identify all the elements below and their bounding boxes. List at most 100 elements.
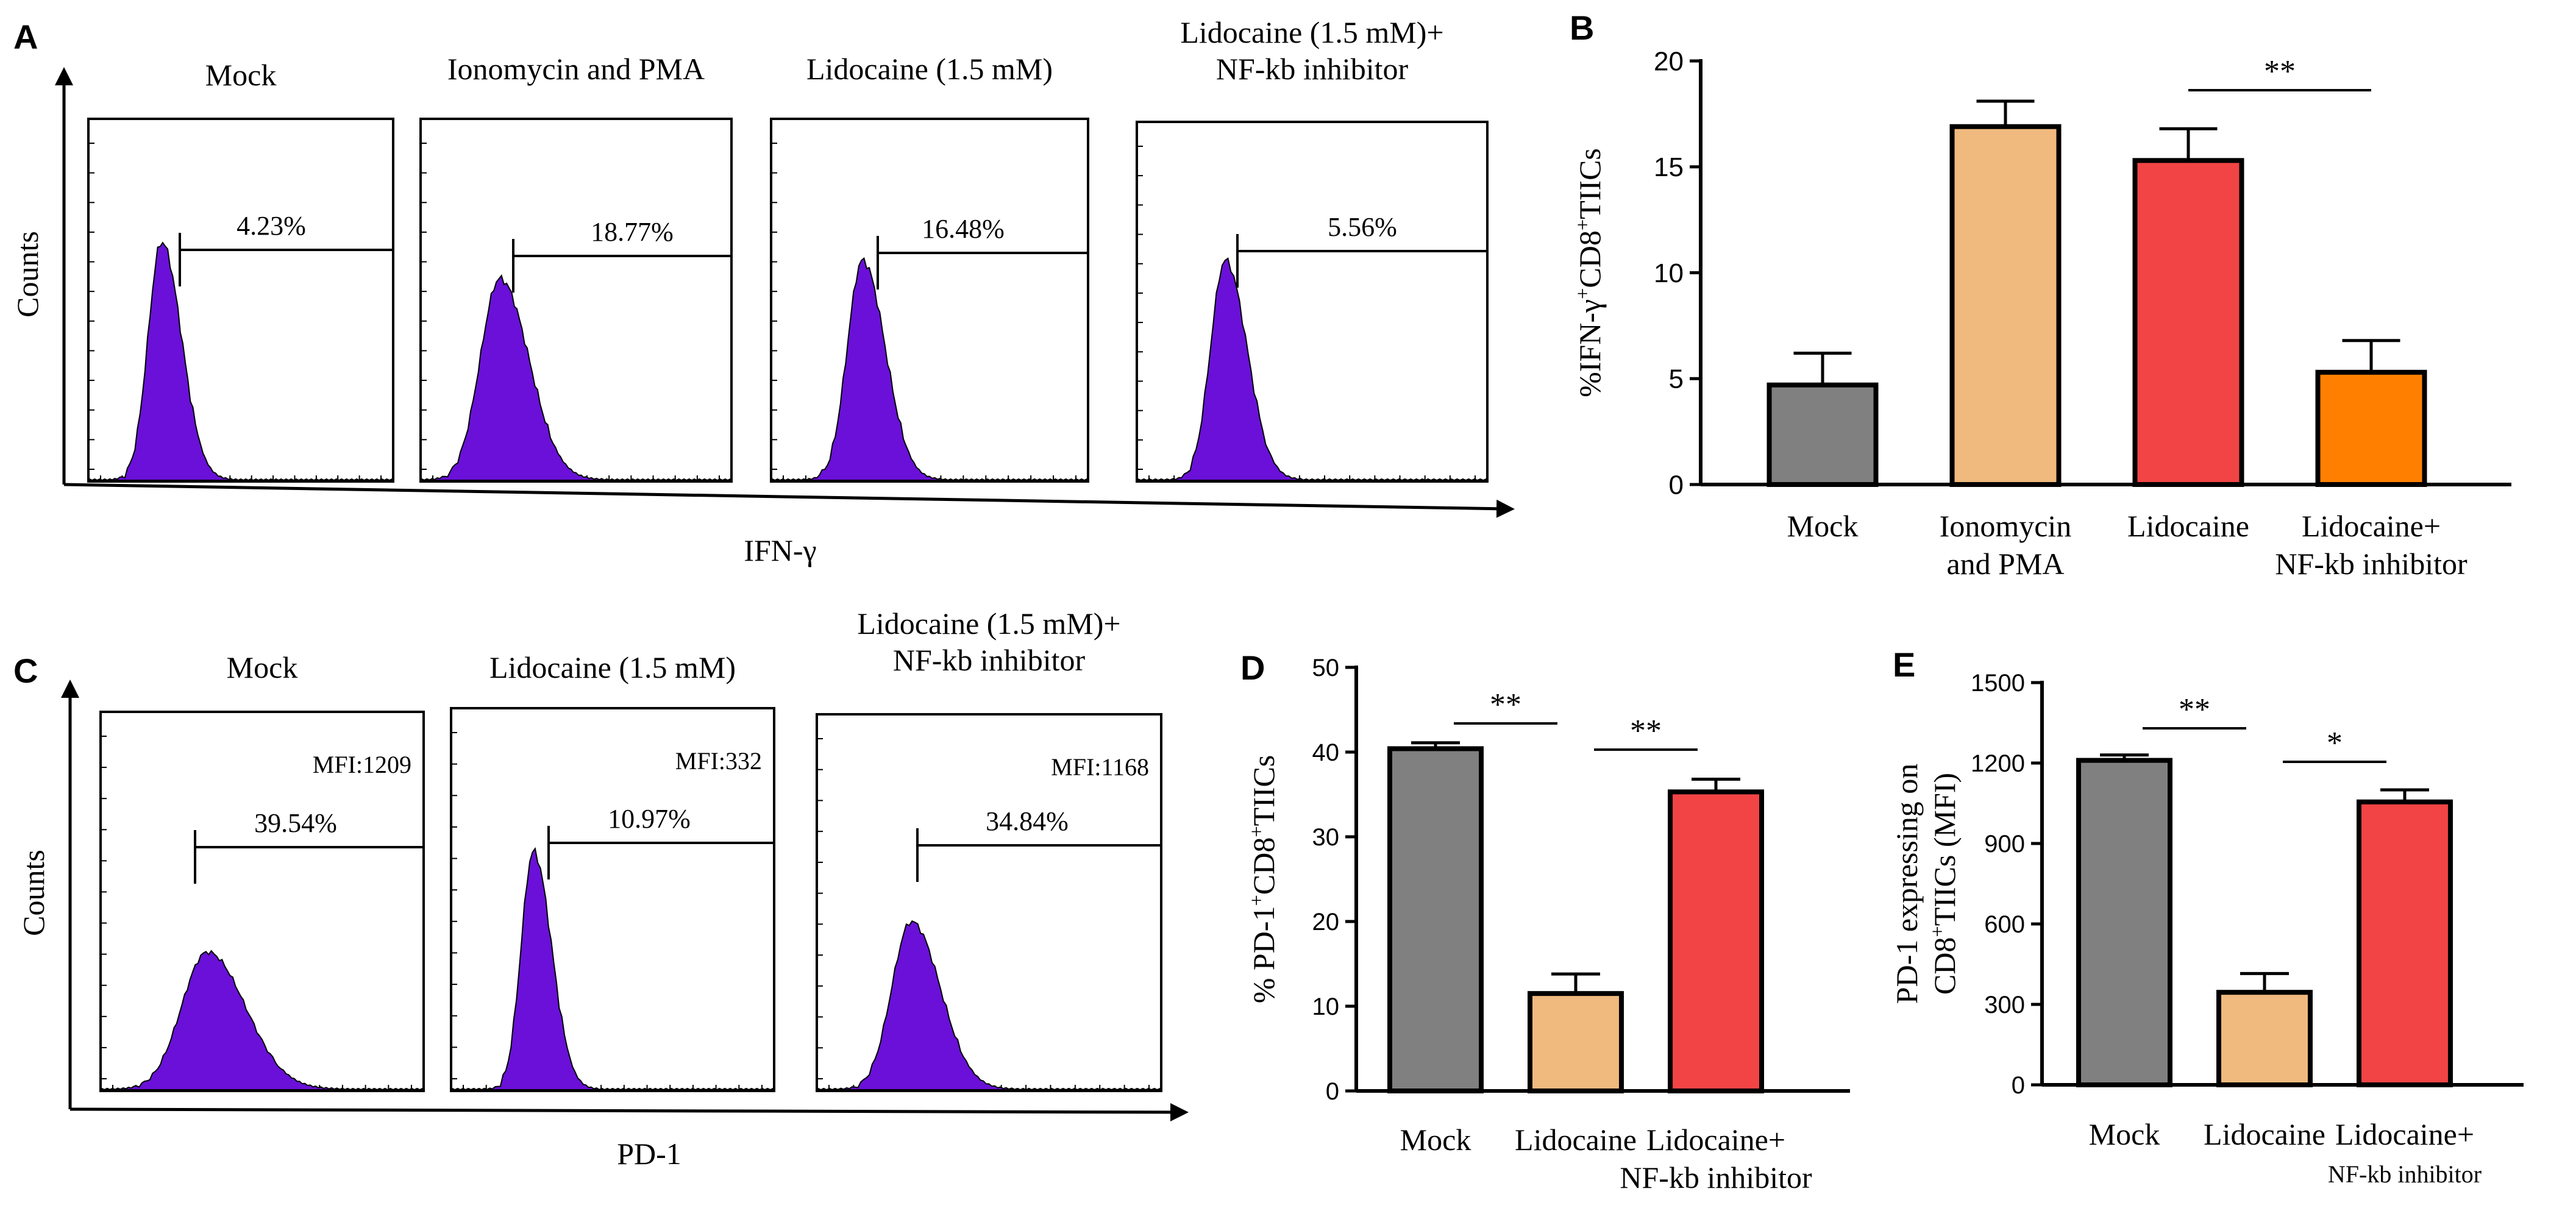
y-axis-label: CD8+TIICs (MFI): [1927, 773, 1962, 995]
histogram-peak: [421, 274, 731, 481]
histogram-peak: [89, 241, 393, 481]
y-tick-label: 1200: [1971, 750, 2025, 777]
mfi-label: MFI:1209: [313, 751, 411, 778]
histogram-peak: [101, 950, 423, 1091]
histogram-title: NF-kb inhibitor: [1216, 52, 1409, 86]
category-label: Lidocaine+: [1646, 1123, 1785, 1157]
y-tick-label: 40: [1312, 739, 1340, 766]
chart-b: 0 5 10 15 20 %IFN-γ+CD8+TIICs Mock Ionomycin and…: [1572, 46, 2511, 581]
histogram-3: Lidocaine (1.5 mM)+NF-kb inhibitor 34.84%…: [816, 606, 1162, 1092]
gate-percent: 5.56%: [1328, 212, 1397, 242]
y-tick-label: 10: [1654, 258, 1684, 288]
y-tick-label: 600: [1984, 911, 2025, 938]
panel-c-axes: [61, 680, 1189, 1121]
category-label: NF-kb inhibitor: [2275, 547, 2467, 581]
bar: [1949, 124, 2062, 488]
histogram-peak: [772, 257, 1087, 481]
panel-label-a: A: [13, 18, 38, 56]
histogram-1: Mock 39.54% MFI:1209: [99, 650, 425, 1092]
histogram-title: Lidocaine (1.5 mM): [806, 52, 1053, 86]
panel-label-d: D: [1240, 648, 1265, 687]
bar: [1767, 382, 1879, 487]
histogram-frame: [99, 711, 425, 1092]
y-tick-label: 20: [1654, 46, 1684, 76]
significance-label: **: [2179, 692, 2210, 727]
histogram-frame: [1136, 121, 1489, 483]
panel-a-x-axis-label: IFN-γ: [744, 533, 816, 567]
significance-label: **: [1490, 687, 1521, 722]
y-tick-label: 1500: [1971, 670, 2025, 697]
category-label: Mock: [1787, 509, 1859, 543]
bar: [2357, 799, 2453, 1088]
bar: [1668, 789, 1764, 1093]
category-label: Lidocaine: [1515, 1123, 1637, 1157]
panel-a-axes: [55, 67, 1515, 518]
y-axis-label: %IFN-γ+CD8+TIICs: [1572, 148, 1607, 397]
histogram-3: Lidocaine (1.5 mM) 16.48%: [770, 52, 1089, 483]
histogram-4: Lidocaine (1.5 mM)+NF-kb inhibitor 5.56%: [1136, 15, 1489, 483]
y-tick-label: 0: [1669, 470, 1684, 500]
significance-label: **: [2264, 54, 2296, 89]
category-label: Lidocaine+: [2302, 509, 2441, 543]
y-tick-label: 900: [1984, 831, 2025, 858]
bar: [1387, 746, 1484, 1093]
histogram-title: Lidocaine (1.5 mM)+: [1180, 15, 1443, 49]
gate-percent: 16.48%: [922, 214, 1005, 244]
histogram-title: NF-kb inhibitor: [893, 643, 1086, 677]
y-axis-label: % PD-1+CD8+TIICs: [1246, 755, 1281, 1004]
histogram-1: Mock 4.23%: [87, 58, 394, 483]
category-label: Ionomycin: [1940, 509, 2072, 543]
bar: [2132, 158, 2244, 487]
chart-d: 0 10 20 30 40 50 % PD-1+CD8+TIICs Mock Lidocaine…: [1246, 655, 1850, 1195]
y-tick-label: 15: [1654, 152, 1684, 182]
category-label: NF-kb inhibitor: [1620, 1160, 1812, 1195]
y-tick-label: 0: [1326, 1078, 1339, 1105]
gate-percent: 18.77%: [591, 217, 674, 247]
panel-c-histograms: Mock 39.54% MFI:1209 Lidocaine (1.5 mM) 10.9…: [99, 606, 1162, 1092]
histogram-title: Ionomycin and PMA: [447, 52, 705, 86]
gate-percent: 10.97%: [608, 804, 691, 834]
y-tick-label: 300: [1984, 992, 2025, 1018]
mfi-label: MFI:332: [675, 747, 762, 775]
panel-label-e: E: [1893, 645, 1915, 684]
histogram-title: Lidocaine (1.5 mM): [489, 650, 736, 684]
panel-label-c: C: [13, 652, 38, 690]
y-tick-label: 20: [1312, 909, 1340, 936]
histogram-title: Mock: [227, 650, 298, 684]
bar: [2076, 758, 2172, 1087]
histogram-title: Lidocaine (1.5 mM)+: [857, 606, 1120, 641]
category-label: Lidocaine: [2127, 509, 2249, 543]
histogram-peak: [817, 920, 1161, 1091]
significance-label: *: [2327, 726, 2343, 761]
y-tick-label: 0: [2012, 1072, 2025, 1099]
y-axis-label: PD-1 expressing on: [1890, 764, 1924, 1004]
bar: [2315, 369, 2427, 488]
y-tick-label: 50: [1312, 655, 1340, 681]
gate-percent: 39.54%: [254, 808, 337, 838]
mfi-label: MFI:1168: [1051, 753, 1149, 781]
bar: [1528, 991, 1624, 1094]
panel-label-b: B: [1570, 9, 1594, 47]
gate-percent: 34.84%: [986, 806, 1069, 836]
histogram-frame: [450, 707, 775, 1092]
category-label: Lidocaine+: [2335, 1117, 2474, 1151]
category-label: Lidocaine: [2204, 1117, 2325, 1151]
bar: [2216, 990, 2313, 1087]
histogram-peak: [452, 847, 774, 1091]
category-label: NF-kb inhibitor: [2328, 1160, 2482, 1188]
histogram-title: Mock: [205, 58, 277, 92]
panel-c-y-axis-label: Counts: [16, 850, 51, 936]
panel-a-histograms: Mock 4.23% Ionomycin and PMA 18.77% Lidocain…: [87, 15, 1489, 483]
histogram-frame: [87, 118, 394, 483]
panel-c-x-axis-label: PD-1: [617, 1137, 681, 1171]
y-tick-label: 30: [1312, 824, 1340, 851]
histogram-frame: [816, 713, 1162, 1092]
histogram-peak: [1137, 257, 1487, 481]
histogram-frame: [419, 118, 733, 483]
category-label: Mock: [1400, 1123, 1471, 1157]
histogram-2: Lidocaine (1.5 mM) 10.97% MFI:332: [450, 650, 775, 1092]
chart-e: 0 300 600 900 1200 1500 PD-1 expressing on CD8+…: [1890, 670, 2524, 1188]
y-tick-label: 5: [1669, 364, 1684, 394]
significance-label: **: [1630, 714, 1662, 748]
